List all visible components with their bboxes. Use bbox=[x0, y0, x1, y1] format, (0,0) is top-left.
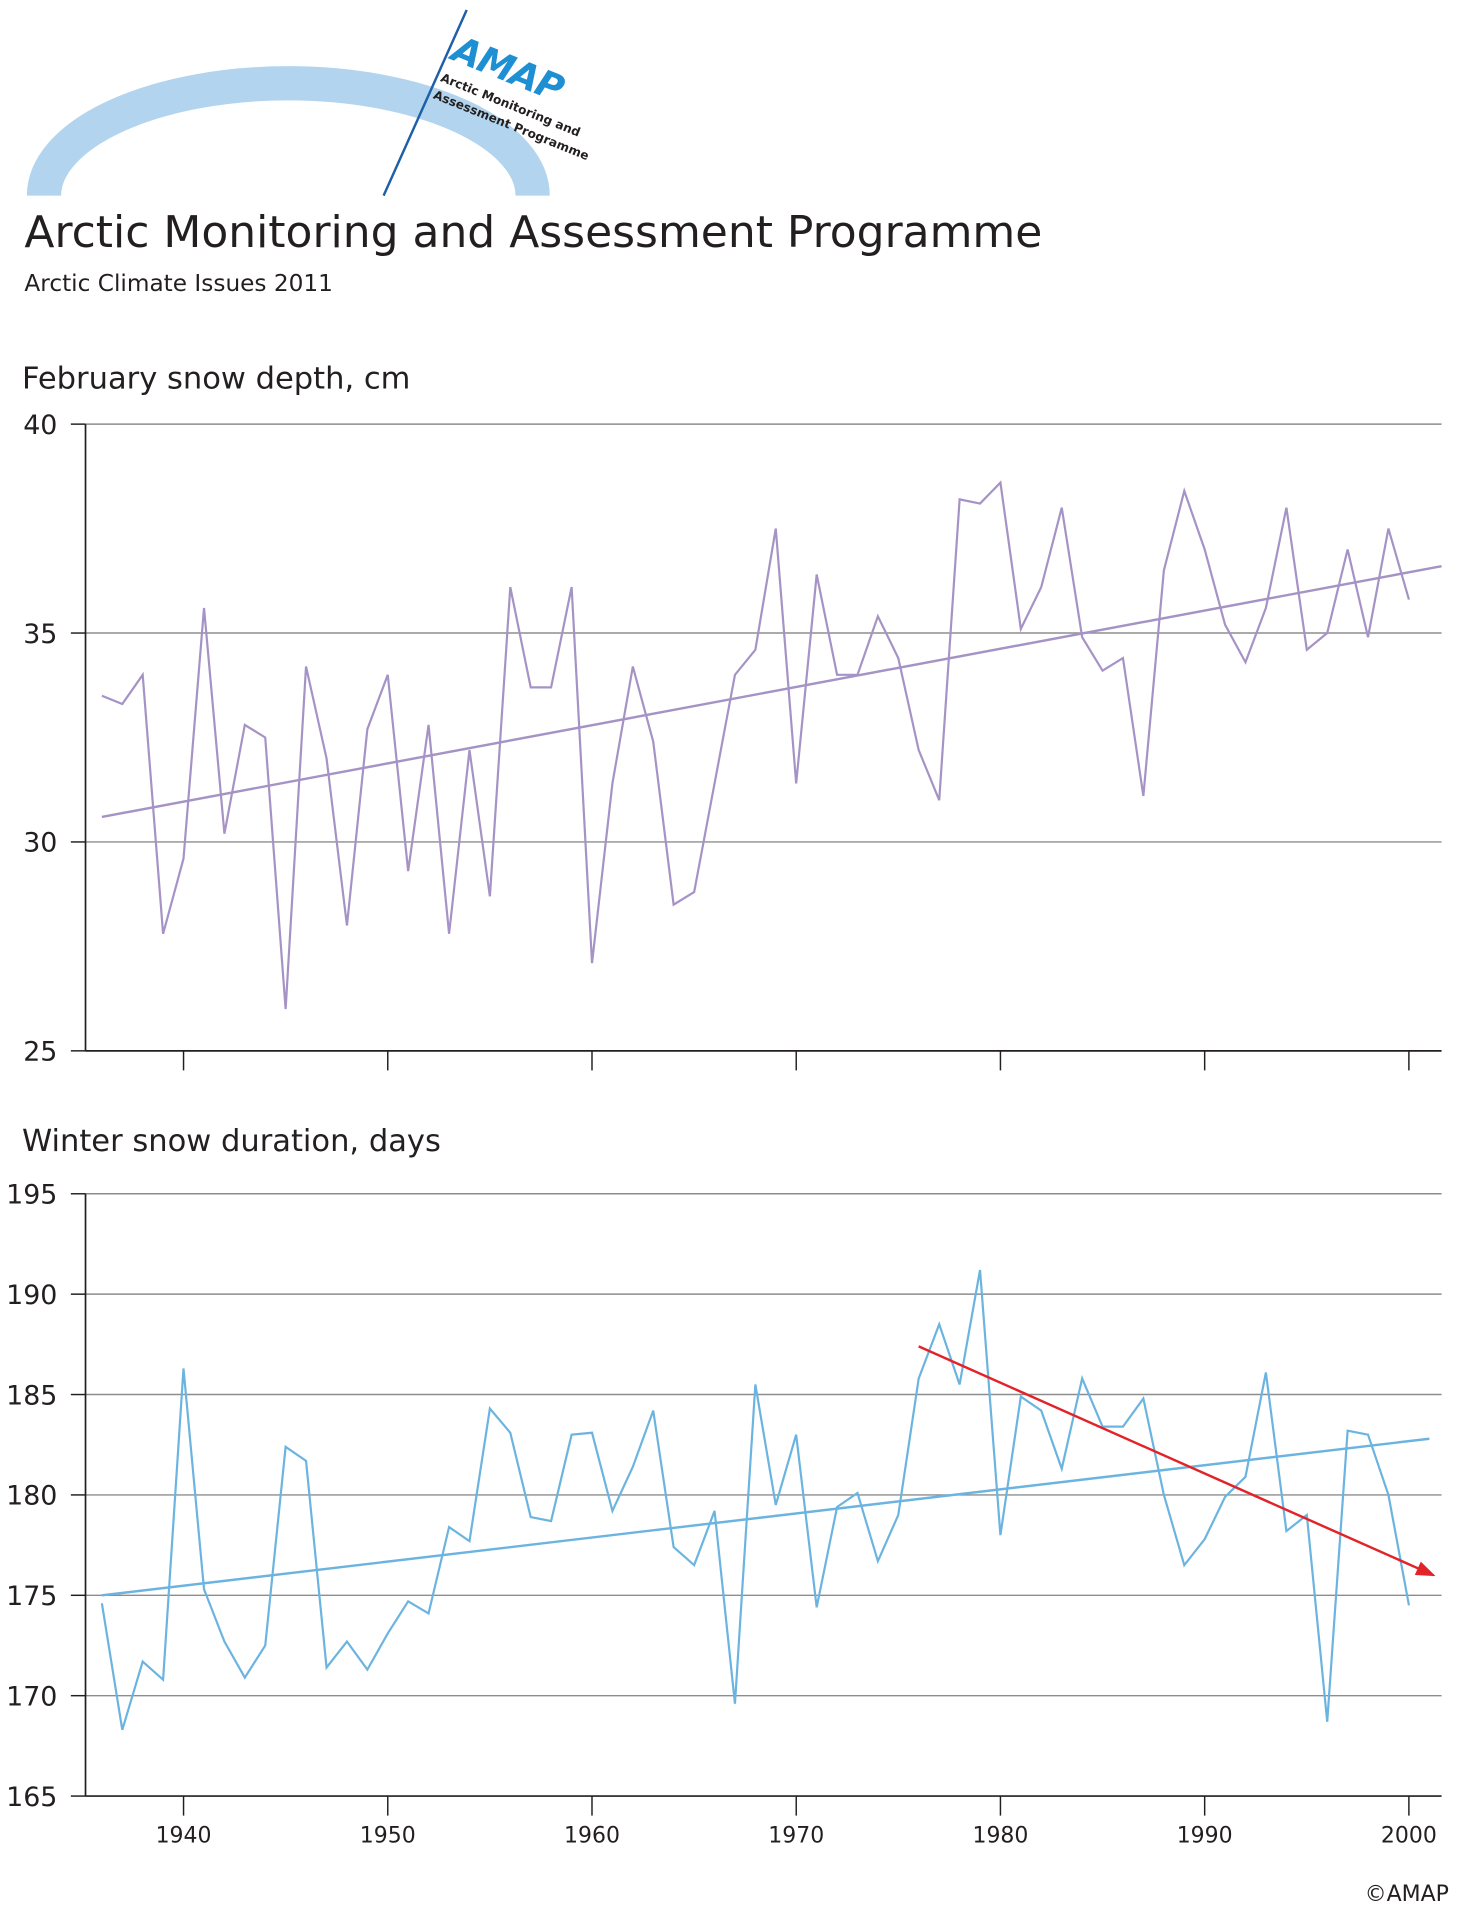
logo: AMAP Arctic Monitoring and Assessment Pr… bbox=[26, 9, 591, 197]
x-tick-label: 1990 bbox=[1177, 1823, 1233, 1848]
y-tick-label: 35 bbox=[23, 619, 57, 650]
x-tick-label: 1980 bbox=[972, 1823, 1028, 1848]
trend-line bbox=[101, 565, 1442, 819]
page-subtitle: Arctic Climate Issues 2011 bbox=[24, 270, 333, 297]
y-tick-label: 165 bbox=[6, 1782, 57, 1813]
y-tick-label: 30 bbox=[23, 828, 57, 859]
y-tick-label: 170 bbox=[6, 1681, 57, 1712]
logo-arc bbox=[26, 66, 550, 197]
x-tick-label: 2000 bbox=[1381, 1823, 1437, 1848]
x-tick-label: 1970 bbox=[768, 1823, 824, 1848]
y-tick-label: 185 bbox=[6, 1380, 57, 1411]
y-tick-label: 195 bbox=[6, 1180, 57, 1211]
data-line bbox=[100, 1269, 1411, 1731]
data-line bbox=[101, 480, 1411, 1010]
page-title: Arctic Monitoring and Assessment Program… bbox=[24, 207, 1042, 258]
x-tick-label: 1940 bbox=[156, 1823, 212, 1848]
y-tick-label: 40 bbox=[23, 410, 57, 441]
x-tick-label: 1950 bbox=[360, 1823, 416, 1848]
chart-title: February snow depth, cm bbox=[22, 362, 410, 397]
arrow-head bbox=[1414, 1561, 1436, 1577]
y-tick-label: 190 bbox=[6, 1280, 57, 1311]
y-tick-label: 25 bbox=[23, 1037, 57, 1068]
y-tick-label: 175 bbox=[6, 1581, 57, 1612]
logo-line bbox=[382, 9, 468, 197]
x-tick-label: 1960 bbox=[564, 1823, 620, 1848]
trend-arrow bbox=[918, 1345, 1434, 1577]
y-tick-label: 180 bbox=[6, 1481, 57, 1512]
copyright: ©AMAP bbox=[1365, 1882, 1449, 1907]
trend-line bbox=[101, 1437, 1430, 1597]
chart-title: Winter snow duration, days bbox=[22, 1124, 441, 1159]
